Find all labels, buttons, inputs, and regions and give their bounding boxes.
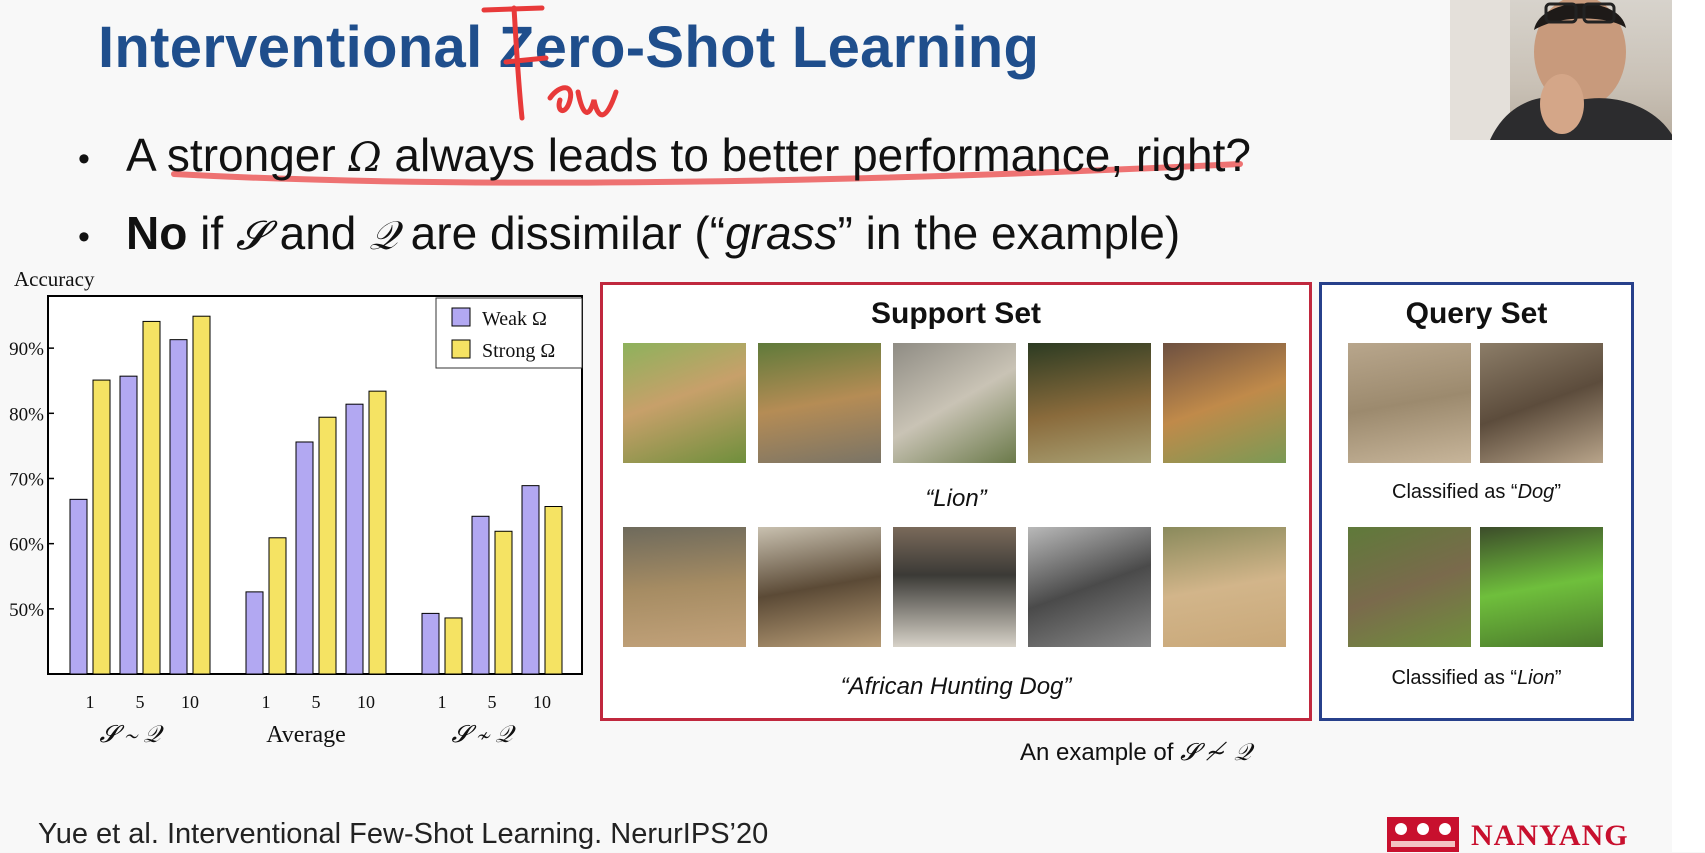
bar-strong	[318, 416, 337, 675]
citation-footer: Yue et al. Interventional Few-Shot Learn…	[38, 818, 769, 850]
legend-swatch	[451, 307, 471, 327]
bullet-text: are dissimilar (“	[397, 206, 726, 259]
bar-strong	[444, 617, 463, 675]
dog-classification-caption: Classified as “Dog”	[1392, 481, 1561, 503]
presenter-webcam	[1450, 0, 1675, 140]
bullet-1: • A stronger Ω always leads to better per…	[78, 118, 1251, 196]
x-tick-label: 10	[357, 692, 375, 712]
bar-weak	[119, 375, 138, 675]
ntu-logo: NANYANG	[1385, 815, 1670, 852]
lion-caption: “Lion”	[925, 485, 987, 512]
bar-strong	[368, 390, 387, 675]
hunting-dog-caption: “African Hunting Dog”	[840, 673, 1072, 700]
hunting-dog-photo	[893, 527, 1016, 647]
edge-strip	[1672, 0, 1705, 852]
hunting-dog-photo	[623, 527, 746, 647]
bar-strong	[544, 506, 563, 675]
x-tick-label: 10	[533, 692, 551, 712]
bar-strong	[268, 537, 287, 675]
lion-photo	[1163, 343, 1286, 463]
y-axis-label: Accuracy	[14, 267, 95, 291]
ntu-crest-icon	[1387, 817, 1459, 852]
example-caption: An example of 𝓢 ≁ 𝒬	[1020, 738, 1252, 766]
y-tick-label: 80%	[9, 404, 44, 425]
query-photo	[1480, 527, 1603, 647]
bar-strong	[92, 379, 111, 675]
query-photo	[1348, 527, 1471, 647]
group-label: 𝓢 ∼ 𝒬	[99, 722, 164, 748]
underline-annotation	[171, 161, 1243, 186]
query-photo	[1348, 343, 1471, 463]
group-label: 𝓢 ≁ 𝒬	[451, 722, 516, 748]
hunting-dog-photo	[1028, 527, 1151, 647]
x-tick-label: 5	[488, 692, 497, 712]
support-set-panel: Support Set “Lion” “African Hunting Dog”	[600, 282, 1312, 721]
slide: Interventional Zero-Shot Learning • A str…	[9, 5, 1670, 852]
handwriting-annotation	[481, 5, 619, 121]
ntu-wordmark: NANYANG	[1471, 819, 1629, 852]
legend-swatch	[451, 339, 471, 359]
bar-strong	[142, 320, 161, 675]
bar-weak	[471, 515, 490, 675]
legend-label: Weak Ω	[482, 308, 547, 330]
bullet-bold-text: No	[126, 206, 188, 259]
bar-weak	[421, 612, 440, 675]
lion-photo	[1028, 343, 1151, 463]
bar-weak	[345, 403, 364, 675]
x-tick-label: 1	[438, 692, 447, 712]
bar-weak	[521, 485, 540, 675]
bullet-dot: •	[78, 139, 90, 178]
bullet-text: always leads to better performance, righ…	[381, 129, 1251, 181]
hunting-dog-photo	[1163, 527, 1286, 647]
legend-label: Strong Ω	[482, 340, 555, 362]
x-tick-label: 5	[312, 692, 321, 712]
bar-strong	[494, 530, 513, 675]
support-symbol: 𝓢	[235, 212, 267, 259]
lion-classification-caption: Classified as “Lion”	[1391, 667, 1562, 689]
lion-photo	[893, 343, 1016, 463]
bullet-text: if	[187, 206, 236, 259]
support-set-title: Support Set	[871, 297, 1041, 330]
bullet-dot: •	[78, 217, 90, 256]
y-tick-label: 50%	[9, 600, 44, 621]
query-photo	[1480, 343, 1603, 463]
hunting-dog-photo	[758, 527, 881, 647]
bar-strong	[192, 315, 211, 675]
x-tick-label: 10	[181, 692, 199, 712]
lion-photo	[623, 343, 746, 463]
bullet-2: • No if 𝓢 and 𝒬 are dissimilar (“grass” i…	[78, 196, 1251, 274]
x-tick-label: 1	[86, 692, 95, 712]
bullet-text: and	[266, 206, 370, 259]
y-tick-label: 90%	[9, 339, 44, 360]
query-set-title: Query Set	[1405, 297, 1548, 330]
bullet-text: ” in the example)	[837, 206, 1181, 259]
y-tick-label: 60%	[9, 535, 44, 556]
query-symbol: 𝒬	[369, 212, 398, 259]
query-set-panel: Query Set Classified as “Dog” Classified…	[1319, 282, 1634, 721]
bar-weak	[69, 498, 88, 675]
bullet-italic-text: grass	[725, 206, 838, 259]
bar-weak	[245, 591, 264, 675]
omega-symbol: Ω	[348, 135, 382, 181]
presenter-silhouette	[1450, 0, 1675, 140]
bar-weak	[295, 441, 314, 675]
group-label: Average	[266, 722, 346, 748]
y-tick-label: 70%	[9, 469, 44, 490]
bullet-text: A stronger	[126, 129, 349, 181]
slide-title: Interventional Zero-Shot Learning	[98, 15, 1040, 80]
x-tick-label: 5	[136, 692, 145, 712]
bullet-list: • A stronger Ω always leads to better per…	[78, 118, 1251, 274]
lion-photo	[758, 343, 881, 463]
bar-weak	[169, 339, 188, 675]
x-tick-label: 1	[262, 692, 271, 712]
